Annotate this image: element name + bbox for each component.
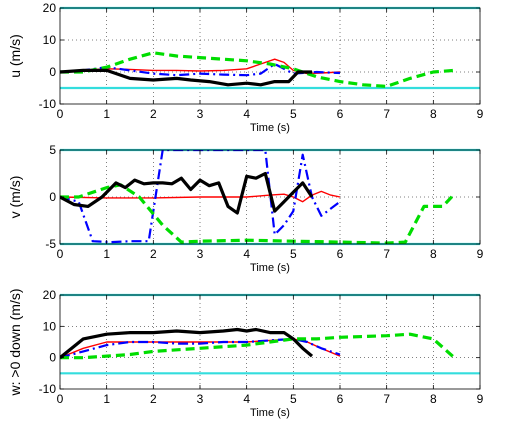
y-tick-label: 10 — [43, 33, 57, 47]
series-line-4 — [60, 68, 312, 87]
x-tick-label: 7 — [383, 247, 390, 261]
x-tick-label: 8 — [430, 247, 437, 261]
axes-frame — [59, 7, 481, 105]
x-tick-label: 6 — [337, 247, 344, 261]
x-tick-label: 9 — [477, 107, 484, 121]
x-tick-label: 5 — [290, 392, 297, 406]
y-tick-label: 10 — [43, 319, 57, 333]
y-tick-label: -10 — [39, 97, 57, 111]
x-tick-label: 3 — [197, 107, 204, 121]
x-axis-label: Time (s) — [250, 122, 290, 134]
x-tick-label: 0 — [57, 392, 64, 406]
y-tick-label: 0 — [49, 190, 56, 204]
series-line-1 — [60, 190, 341, 203]
y-axis-label: u (m/s) — [7, 34, 23, 78]
y-tick-label: 20 — [43, 288, 57, 302]
x-tick-label: 9 — [477, 392, 484, 406]
x-tick-label: 5 — [290, 107, 297, 121]
x-tick-label: 3 — [197, 392, 204, 406]
x-tick-label: 7 — [383, 107, 390, 121]
x-tick-label: 0 — [57, 247, 64, 261]
series-line-3 — [60, 51, 455, 89]
x-tick-label: 3 — [197, 247, 204, 261]
y-tick-label: 0 — [49, 65, 56, 79]
x-tick-label: 8 — [430, 392, 437, 406]
x-tick-label: 4 — [243, 392, 250, 406]
x-tick-label: 1 — [103, 247, 110, 261]
y-tick-label: 5 — [49, 143, 56, 157]
x-axis-label: Time (s) — [250, 407, 290, 419]
y-tick-label: -10 — [39, 382, 57, 396]
series-line-2 — [60, 62, 341, 77]
x-tick-label: 1 — [103, 392, 110, 406]
plot-area — [60, 8, 480, 104]
y-tick-label: 0 — [49, 351, 56, 365]
y-axis-label: v (m/s) — [7, 176, 23, 219]
x-tick-label: 4 — [243, 247, 250, 261]
series-line-4 — [60, 327, 314, 359]
x-tick-label: 5 — [290, 247, 297, 261]
series-line-4 — [60, 171, 314, 215]
series-line-2 — [60, 337, 341, 359]
y-tick-label: 20 — [43, 1, 57, 15]
series-line-3 — [60, 183, 456, 244]
x-tick-label: 9 — [477, 247, 484, 261]
x-tick-label: 1 — [103, 107, 110, 121]
x-tick-label: 7 — [383, 392, 390, 406]
y-axis-label: w: >0 down (m/s) — [7, 289, 23, 397]
x-tick-label: 4 — [243, 107, 250, 121]
x-tick-label: 8 — [430, 107, 437, 121]
y-tick-label: -5 — [45, 237, 56, 251]
x-tick-label: 2 — [150, 107, 157, 121]
x-tick-label: 2 — [150, 392, 157, 406]
x-tick-label: 0 — [57, 107, 64, 121]
series-line-2 — [60, 150, 341, 244]
series-line-3 — [60, 332, 456, 360]
x-tick-label: 6 — [337, 107, 344, 121]
x-tick-label: 6 — [337, 392, 344, 406]
x-tick-label: 2 — [150, 247, 157, 261]
axes-frame — [59, 294, 481, 390]
x-axis-label: Time (s) — [250, 262, 290, 274]
